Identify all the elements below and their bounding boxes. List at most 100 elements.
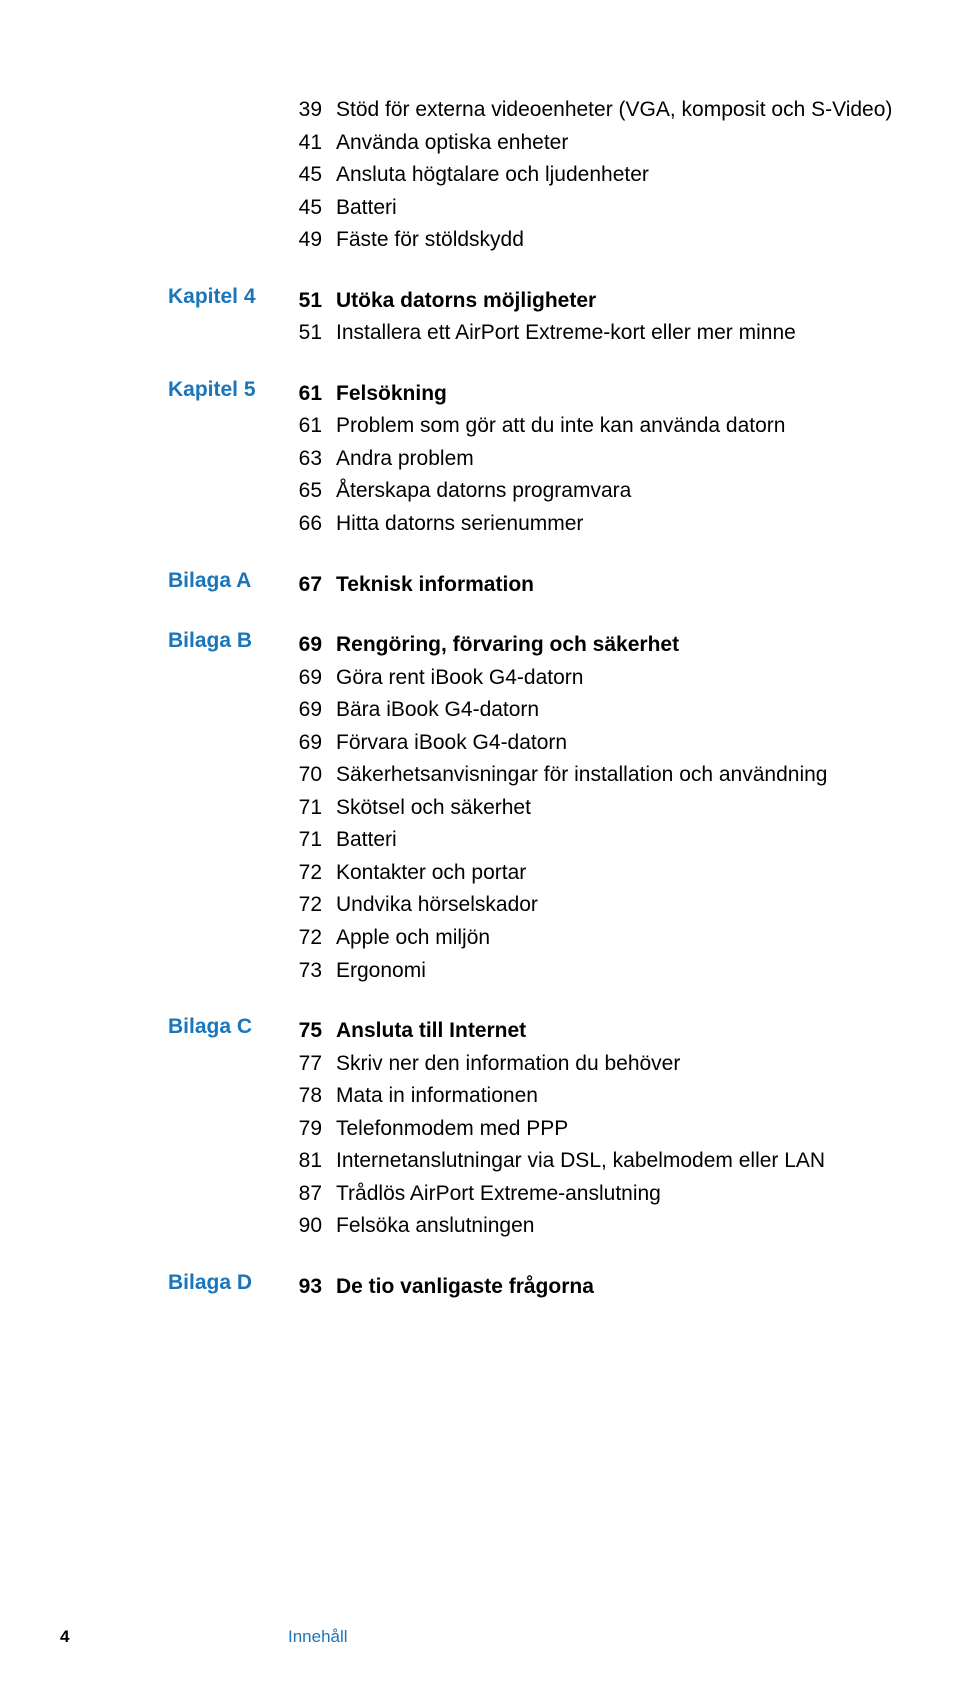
toc-row: 69Bära iBook G4-datorn <box>288 694 900 727</box>
toc-entry-title: Apple och miljön <box>336 922 900 955</box>
section-label-col: Bilaga D <box>168 1271 288 1304</box>
toc-row: 61Felsökning <box>288 378 900 411</box>
toc-rows: 51Utöka datorns möjligheter51Installera … <box>288 285 900 350</box>
toc-entry-title: Ergonomi <box>336 955 900 988</box>
toc-page-number: 77 <box>288 1048 336 1081</box>
toc-entry-title: Telefonmodem med PPP <box>336 1113 900 1146</box>
section-label: Bilaga C <box>168 1015 252 1038</box>
toc-page-number: 69 <box>288 662 336 695</box>
toc-section-block: Kapitel 451Utöka datorns möjligheter51In… <box>168 285 900 350</box>
toc-entry-title: Andra problem <box>336 443 900 476</box>
toc-entry-title: Fäste för stöldskydd <box>336 224 900 257</box>
toc-row: 71Batteri <box>288 824 900 857</box>
toc-row: 51Utöka datorns möjligheter <box>288 285 900 318</box>
toc-page-number: 51 <box>288 285 336 318</box>
toc-section-block: Bilaga C 75Ansluta till Internet77Skriv n… <box>168 1015 900 1243</box>
toc-row: 78Mata in informationen <box>288 1080 900 1113</box>
toc-page-number: 61 <box>288 378 336 411</box>
toc-row: 75Ansluta till Internet <box>288 1015 900 1048</box>
toc-page-number: 75 <box>288 1015 336 1048</box>
toc-entry-title: Göra rent iBook G4-datorn <box>336 662 900 695</box>
toc-page-number: 70 <box>288 759 336 792</box>
toc-page-number: 65 <box>288 475 336 508</box>
section-label-col <box>168 94 288 257</box>
toc-row: 87Trådlös AirPort Extreme-anslutning <box>288 1178 900 1211</box>
toc-rows: 93De tio vanligaste frågorna <box>288 1271 900 1304</box>
toc-entry-title: Skötsel och säkerhet <box>336 792 900 825</box>
toc-entry-title: Trådlös AirPort Extreme-anslutning <box>336 1178 900 1211</box>
toc-row: 72Kontakter och portar <box>288 857 900 890</box>
toc-page-number: 81 <box>288 1145 336 1178</box>
toc-intro-block: 39Stöd för externa videoenheter (VGA, ko… <box>168 94 900 257</box>
toc-page-number: 78 <box>288 1080 336 1113</box>
toc-page-number: 63 <box>288 443 336 476</box>
toc-entry-title: De tio vanligaste frågorna <box>336 1271 900 1304</box>
toc-entry-title: Mata in informationen <box>336 1080 900 1113</box>
toc-page-number: 71 <box>288 824 336 857</box>
toc-entry-title: Återskapa datorns programvara <box>336 475 900 508</box>
page-number: 4 <box>60 1627 288 1647</box>
toc-entry-title: Hitta datorns serienummer <box>336 508 900 541</box>
toc-page-number: 51 <box>288 317 336 350</box>
section-label-col: Kapitel 5 <box>168 378 288 541</box>
toc-page-number: 45 <box>288 159 336 192</box>
toc-page-number: 71 <box>288 792 336 825</box>
toc-entry-title: Stöd för externa videoenheter (VGA, komp… <box>336 94 900 127</box>
toc-entry-title: Ansluta högtalare och ljudenheter <box>336 159 900 192</box>
toc-row: 79 Telefonmodem med PPP <box>288 1113 900 1146</box>
section-label: Bilaga B <box>168 629 252 652</box>
toc-entry-title: Problem som gör att du inte kan använda … <box>336 410 900 443</box>
toc-page-number: 73 <box>288 955 336 988</box>
toc-entry-title: Batteri <box>336 824 900 857</box>
toc-page-number: 41 <box>288 127 336 160</box>
toc-row: 51Installera ett AirPort Extreme-kort el… <box>288 317 900 350</box>
toc-rows: 61Felsökning61Problem som gör att du int… <box>288 378 900 541</box>
toc-rows: 69Rengöring, förvaring och säkerhet69Gör… <box>288 629 900 987</box>
toc-entry-title: Ansluta till Internet <box>336 1015 900 1048</box>
toc-section-block: Bilaga A 67Teknisk information <box>168 569 900 602</box>
toc-page-number: 93 <box>288 1271 336 1304</box>
toc-entry-title: Förvara iBook G4-datorn <box>336 727 900 760</box>
toc-rows: 75Ansluta till Internet77Skriv ner den i… <box>288 1015 900 1243</box>
toc-page-number: 67 <box>288 569 336 602</box>
toc-entry-title: Skriv ner den information du behöver <box>336 1048 900 1081</box>
toc-row: 65Återskapa datorns programvara <box>288 475 900 508</box>
toc-row: 45Ansluta högtalare och ljudenheter <box>288 159 900 192</box>
toc-entry-title: Säkerhetsanvisningar för installation oc… <box>336 759 900 792</box>
toc-entry-title: Undvika hörselskador <box>336 889 900 922</box>
toc-row: 61Problem som gör att du inte kan använd… <box>288 410 900 443</box>
toc-content: 39Stöd för externa videoenheter (VGA, ko… <box>168 94 900 1332</box>
section-label: Kapitel 5 <box>168 378 256 401</box>
section-label-col: Bilaga A <box>168 569 288 602</box>
toc-entry-title: Rengöring, förvaring och säkerhet <box>336 629 900 662</box>
toc-page-number: 69 <box>288 694 336 727</box>
toc-row: 69Rengöring, förvaring och säkerhet <box>288 629 900 662</box>
toc-entry-title: Felsökning <box>336 378 900 411</box>
toc-page-number: 61 <box>288 410 336 443</box>
toc-row: 66Hitta datorns serienummer <box>288 508 900 541</box>
toc-page-number: 69 <box>288 629 336 662</box>
toc-row: 81Internetanslutningar via DSL, kabelmod… <box>288 1145 900 1178</box>
toc-entry-title: Batteri <box>336 192 900 225</box>
toc-page-number: 90 <box>288 1210 336 1243</box>
toc-row: 45Batteri <box>288 192 900 225</box>
toc-section-block: Kapitel 5 61Felsökning61Problem som gör a… <box>168 378 900 541</box>
section-label-col: Bilaga C <box>168 1015 288 1243</box>
toc-entry-title: Använda optiska enheter <box>336 127 900 160</box>
toc-row: 70Säkerhetsanvisningar för installation … <box>288 759 900 792</box>
toc-entry-title: Installera ett AirPort Extreme-kort elle… <box>336 317 900 350</box>
toc-row: 41Använda optiska enheter <box>288 127 900 160</box>
toc-row: 71Skötsel och säkerhet <box>288 792 900 825</box>
section-label: Bilaga A <box>168 569 251 592</box>
toc-page-number: 66 <box>288 508 336 541</box>
toc-entry-title: Internetanslutningar via DSL, kabelmodem… <box>336 1145 900 1178</box>
toc-page-number: 69 <box>288 727 336 760</box>
toc-entry-title: Utöka datorns möjligheter <box>336 285 900 318</box>
toc-row: 67Teknisk information <box>288 569 900 602</box>
toc-row: 69Göra rent iBook G4-datorn <box>288 662 900 695</box>
toc-entry-title: Felsöka anslutningen <box>336 1210 900 1243</box>
toc-page-number: 87 <box>288 1178 336 1211</box>
section-label-col: Kapitel 4 <box>168 285 288 350</box>
toc-page-number: 72 <box>288 922 336 955</box>
toc-page-number: 49 <box>288 224 336 257</box>
